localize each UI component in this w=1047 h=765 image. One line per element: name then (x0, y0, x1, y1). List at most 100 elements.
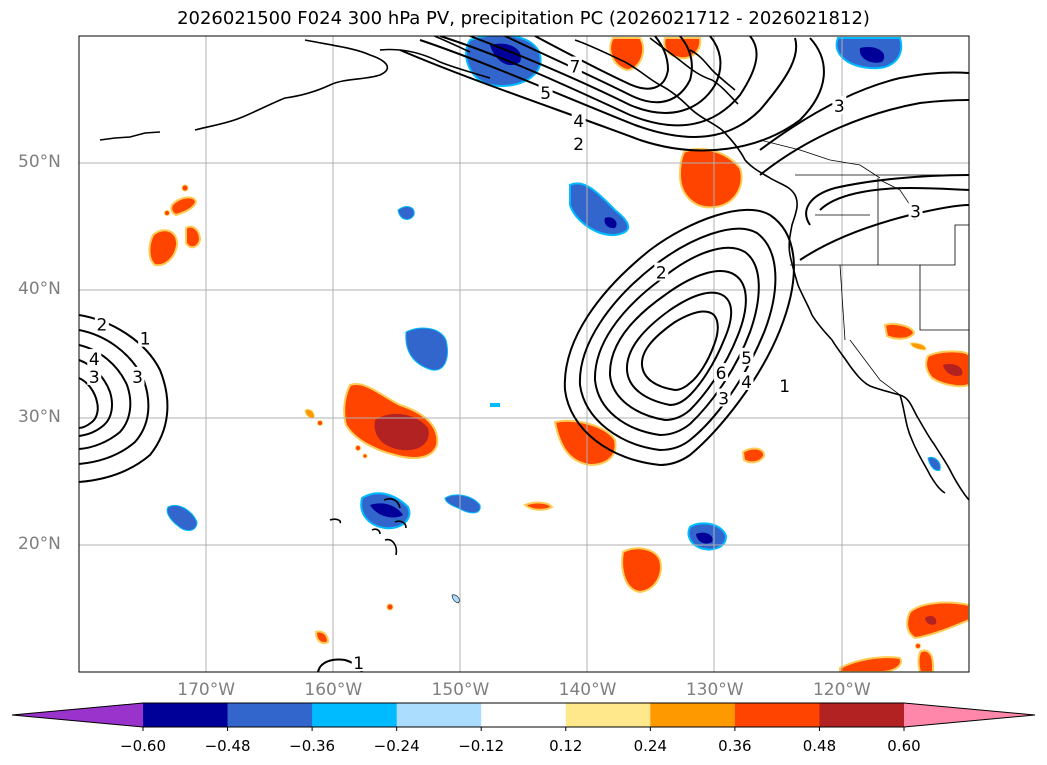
colorbar-swatch (396, 703, 482, 727)
precip-patch (362, 453, 368, 459)
precip-patch (317, 420, 323, 426)
contour-label-bg (739, 347, 754, 366)
precipitation-layer (148, 36, 969, 672)
contour-label-bg (908, 201, 923, 220)
precip-patch (444, 494, 481, 514)
precip-patch (370, 503, 403, 518)
precip-patch (925, 616, 937, 625)
longitude-label: 130°W (685, 680, 744, 700)
colorbar-tick-label: 0.12 (549, 737, 583, 755)
precip-patch (915, 643, 921, 649)
contour-label: 7 (569, 58, 580, 78)
colorbar-tick-label: −0.60 (120, 737, 166, 755)
longitude-label: 140°W (558, 680, 617, 700)
latitude-label: 30°N (18, 406, 61, 427)
contour-label: 1 (140, 330, 151, 350)
longitude-label: 160°W (304, 680, 363, 700)
contour-label: 3 (910, 203, 921, 223)
precip-patch (386, 603, 394, 611)
contour-label: 2 (573, 135, 584, 155)
map-title: 2026021500 F024 300 hPa PV, precipitatio… (177, 8, 870, 29)
colorbar-tick-label: −0.24 (373, 737, 420, 755)
precip-patch (405, 327, 448, 371)
colorbar-tick-label: 0.60 (887, 737, 921, 755)
precip-patch (166, 505, 198, 531)
contour-label: 3 (132, 368, 143, 388)
colorbar-swatch (734, 703, 820, 727)
precip-patch (164, 210, 170, 216)
precip-patch (185, 225, 202, 249)
colorbar-swatch (819, 703, 905, 727)
contour-label-bg (716, 388, 731, 407)
precip-patch (609, 37, 645, 72)
colorbar-swatch (227, 703, 313, 727)
contour-label: 6 (716, 364, 727, 384)
contour-label: 3 (834, 97, 845, 117)
precip-patch (621, 547, 662, 594)
precip-patch (523, 501, 554, 511)
contour-label: 3 (89, 368, 100, 388)
contour-label-bg (739, 371, 754, 390)
contour-label: 1 (779, 377, 790, 397)
precip-patch (604, 217, 617, 229)
longitude-label: 170°W (177, 680, 236, 700)
precip-patch (678, 148, 743, 209)
contour-label: 5 (741, 349, 752, 369)
contour-label-bg (130, 366, 145, 385)
precip-patch (917, 649, 934, 672)
colorbar-tick-label: 0.36 (718, 737, 752, 755)
latitude-label: 50°N (18, 152, 61, 173)
colorbar-swatch (650, 703, 736, 727)
precip-patch (553, 419, 617, 467)
colorbar-tick-label: −0.12 (458, 737, 505, 755)
contour-label-bg (138, 328, 153, 347)
colorbar-swatch (565, 703, 651, 727)
contour-label-bg (94, 314, 109, 333)
contour-label: 4 (89, 350, 100, 370)
precip-patch (883, 323, 916, 340)
contour-label-bg (87, 366, 102, 385)
precip-patch (927, 456, 941, 471)
contour-label: 1 (353, 654, 364, 674)
precip-patch (906, 601, 969, 640)
contour-label: 4 (741, 373, 752, 393)
colorbar-tick-label: 0.48 (802, 737, 837, 755)
colorbar-extend-high (904, 703, 1035, 727)
precip-patch (314, 630, 330, 645)
precip-patch (943, 364, 963, 376)
precip-patch (859, 46, 885, 63)
colorbar-extend-low (12, 703, 143, 727)
contour-label: 2 (656, 264, 667, 284)
map-frame (78, 35, 970, 673)
contour-label-bg (714, 363, 729, 382)
contour-label-bg (777, 375, 792, 394)
contour-label: 2 (96, 316, 107, 336)
precip-patch (663, 37, 702, 60)
contour-label: 5 (540, 84, 551, 104)
precip-patch (451, 594, 460, 604)
contour-label: 4 (573, 112, 584, 132)
precip-patch (355, 445, 361, 451)
gridlines (79, 36, 969, 672)
contour-label-bg (538, 83, 553, 102)
longitude-label: 150°W (431, 680, 490, 700)
precip-patch (148, 229, 179, 267)
contour-label-bg (832, 95, 847, 114)
colorbar-tick-label: −0.48 (204, 737, 251, 755)
longitude-label: 120°W (812, 680, 871, 700)
colorbar-swatch (481, 703, 567, 727)
colorbar-swatch (312, 703, 398, 727)
contour-label: 3 (718, 390, 729, 410)
contour-label-bg (351, 653, 366, 672)
contour-label-bg (567, 56, 582, 75)
latitude-label: 20°N (18, 533, 61, 554)
contour-label-bg (571, 134, 586, 153)
precip-patch (181, 184, 189, 192)
borders (759, 139, 969, 396)
contour-label-bg (654, 262, 669, 281)
precip-patch (909, 342, 927, 351)
colorbar-tick-label: 0.24 (633, 737, 668, 755)
precip-patch (397, 206, 415, 220)
contour-label-bg (87, 349, 102, 368)
